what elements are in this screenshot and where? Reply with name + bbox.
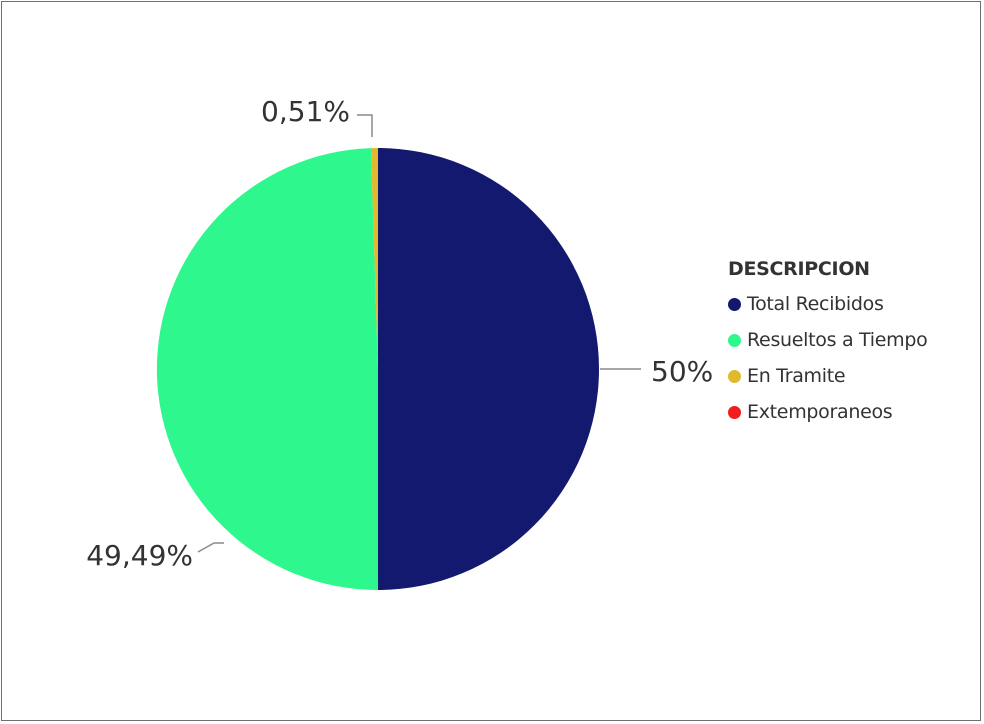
legend-dot-icon <box>728 405 741 419</box>
legend-title: DESCRIPCION <box>728 258 870 280</box>
pie-slice-resueltos-a-tiempo[interactable] <box>156 148 378 591</box>
legend-item-en-tramite[interactable]: En Tramite <box>728 358 927 394</box>
legend-label: Resueltos a Tiempo <box>747 329 928 351</box>
pie-slice-en-tramite[interactable] <box>370 147 378 369</box>
legend-dot-icon <box>728 369 741 383</box>
leader-lines <box>197 114 641 553</box>
data-labels: 50% 49,49% 0,51% <box>86 95 713 572</box>
data-label-total-recibidos: 50% <box>651 355 713 388</box>
pie-slice-total-recibidos[interactable] <box>378 148 599 590</box>
leader-line-resueltos-a-tiempo <box>197 542 224 553</box>
legend-item-total-recibidos[interactable]: Total Recibidos <box>728 286 927 322</box>
legend-label: En Tramite <box>747 365 846 387</box>
legend: DESCRIPCION Total Recibidos Resueltos a … <box>728 258 928 430</box>
legend-label: Total Recibidos <box>747 293 884 315</box>
legend-dot-icon <box>728 333 741 347</box>
legend-item-extemporaneos[interactable]: Extemporaneos <box>728 394 927 430</box>
legend-label: Extemporaneos <box>747 401 893 423</box>
data-label-en-tramite: 0,51% <box>261 95 350 128</box>
pie-slices <box>156 147 599 591</box>
leader-line-en-tramite <box>357 114 373 137</box>
legend-dot-icon <box>728 297 741 311</box>
legend-item-resueltos-a-tiempo[interactable]: Resueltos a Tiempo <box>728 322 928 358</box>
data-label-resueltos-a-tiempo: 49,49% <box>86 539 193 572</box>
